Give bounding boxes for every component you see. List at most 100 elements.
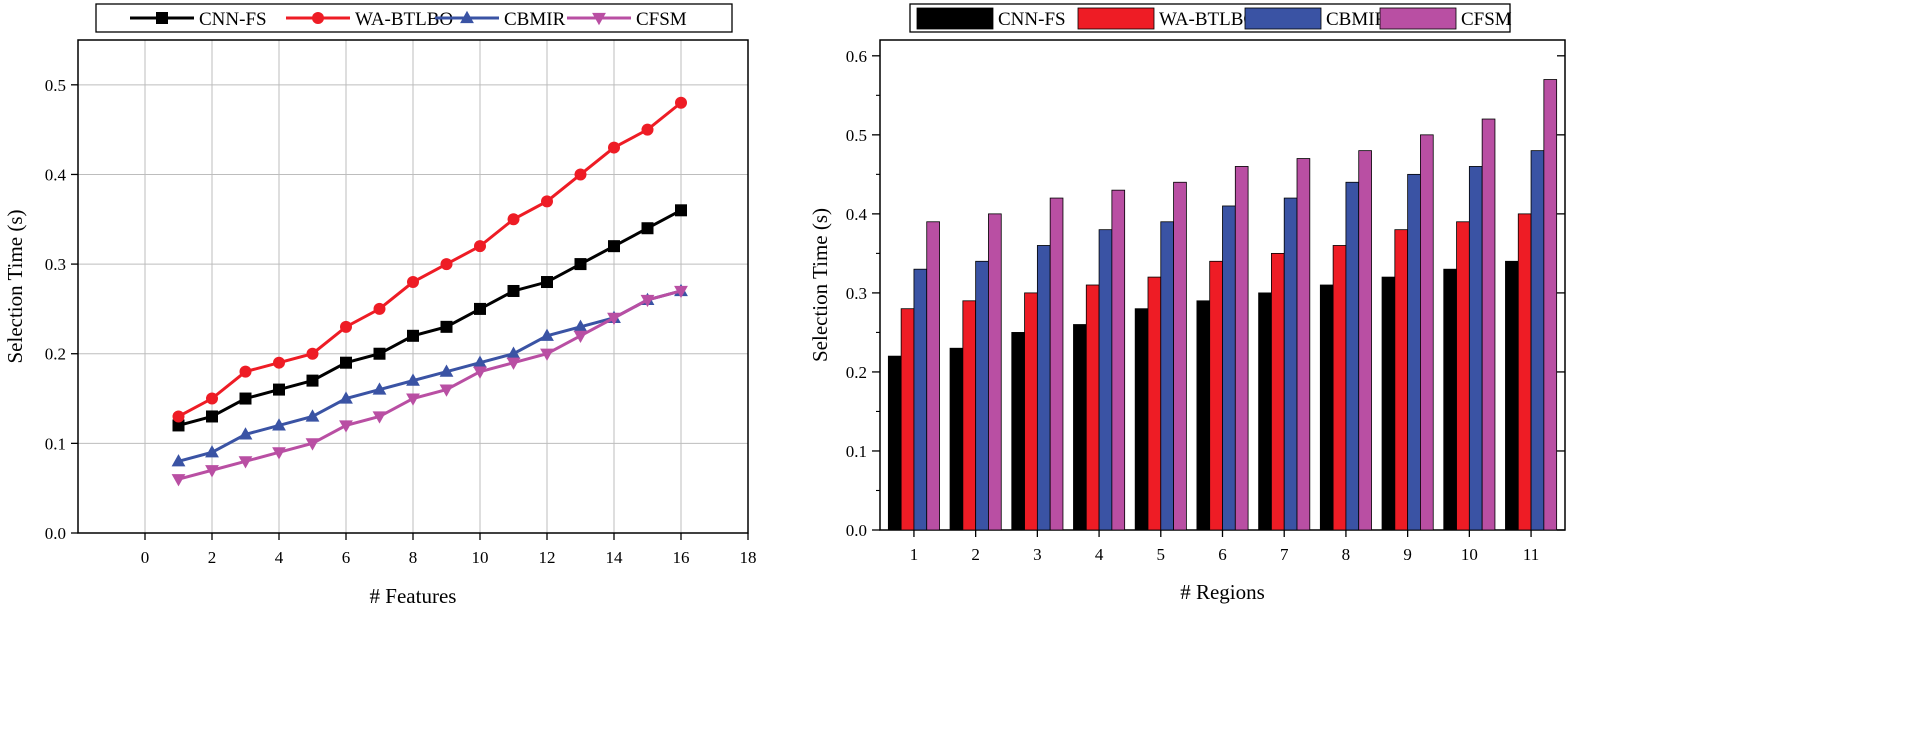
bar-cbmir	[975, 260, 989, 531]
legend: CNN-FS WA-BTLBO CBMIR CFSM	[909, 3, 1512, 33]
series-line	[178, 289, 682, 463]
bar-wa-btlbo	[1209, 260, 1223, 531]
bar-cfsm	[1543, 79, 1558, 531]
bar-cnn-fs	[1258, 292, 1272, 531]
bar-wa-btlbo	[1456, 221, 1470, 531]
bar-group	[1196, 166, 1249, 531]
bar-chart-regions: 0.0 0.1 0.2 0.3 0.4 0.5 0.6 1 2 3 4 5 6 7 8 9 10 11 # Regi…	[808, 3, 1566, 604]
legend-label: CBMIR	[1326, 9, 1388, 30]
x-axis-title: # Features	[370, 584, 457, 608]
data-point	[306, 347, 319, 360]
data-point	[573, 319, 588, 332]
x-tick-label: 3	[1033, 545, 1042, 564]
legend-item: CBMIR	[1244, 7, 1388, 30]
y-tick-label: 0.1	[45, 434, 66, 453]
y-axis-title: Selection Time (s)	[808, 208, 832, 362]
bar-cfsm	[1358, 150, 1372, 531]
legend-item: WA-BTLBO	[286, 9, 453, 30]
data-point	[608, 141, 620, 154]
data-point	[440, 258, 453, 271]
bar-cbmir	[1530, 150, 1545, 531]
bar-wa-btlbo	[1024, 292, 1038, 531]
data-point	[206, 410, 218, 423]
data-point	[541, 276, 553, 289]
data-point	[272, 447, 286, 460]
data-point	[607, 312, 621, 326]
x-tick-label: 2	[208, 548, 217, 567]
y-tick-label: 0.4	[846, 205, 868, 224]
data-point	[541, 195, 553, 208]
data-point	[674, 285, 688, 299]
bar-group	[1319, 150, 1372, 531]
data-point	[608, 240, 620, 253]
series-cfsm	[171, 285, 688, 487]
legend-swatch	[916, 7, 994, 30]
bar-cbmir	[1160, 221, 1174, 531]
data-point	[273, 383, 285, 396]
data-point	[372, 411, 387, 424]
legend-item: CFSM	[567, 9, 687, 30]
data-point	[273, 356, 285, 369]
y-tick-label: 0.6	[846, 47, 867, 66]
bar-cbmir	[913, 268, 928, 531]
legend-item: CBMIR	[435, 9, 566, 30]
data-point	[406, 373, 420, 386]
bar-cfsm	[926, 221, 940, 531]
bar-cnn-fs	[1319, 284, 1334, 531]
x-tick-label: 16	[673, 548, 690, 567]
legend-marker	[592, 12, 606, 26]
line-chart-features: 0 2 4 6 8 10 12 14 16 18 0.0 0.1 0.2 0.3 0.4 0.5 # Featu…	[3, 3, 757, 608]
series-line	[177, 101, 682, 418]
data-point	[574, 168, 587, 181]
data-point	[506, 346, 521, 359]
bar-wa-btlbo	[1147, 276, 1162, 531]
x-tick-label: 11	[1523, 545, 1539, 564]
data-point	[675, 96, 687, 109]
data-point	[407, 329, 419, 342]
bar-cbmir	[1036, 245, 1051, 531]
x-tick-label: 5	[1157, 545, 1166, 564]
bar-cnn-fs	[1443, 268, 1457, 531]
bar-group	[1443, 118, 1496, 531]
data-point	[439, 364, 454, 377]
data-point	[540, 348, 554, 361]
bar-wa-btlbo	[1085, 284, 1100, 531]
data-point	[406, 393, 420, 406]
bar-cnn-fs	[1196, 300, 1211, 531]
legend: CNN-FS WA-BTLBO CBMIR CFSM	[95, 3, 733, 33]
bar-cnn-fs	[1381, 276, 1396, 531]
data-point	[540, 328, 554, 341]
data-point	[171, 454, 186, 467]
series-line	[178, 208, 682, 427]
x-tick-label: 12	[539, 548, 556, 567]
legend-label: CFSM	[1461, 9, 1512, 30]
legend-label: CBMIR	[504, 9, 566, 30]
data-point	[239, 365, 252, 378]
data-point	[474, 240, 486, 253]
y-tick-label: 0.0	[45, 524, 66, 543]
bar-cbmir	[1345, 181, 1360, 531]
bar-cfsm	[1234, 166, 1249, 531]
x-tick-label: 2	[971, 545, 980, 564]
data-point	[205, 465, 219, 478]
bar-cnn-fs	[1073, 324, 1087, 531]
bar-group	[949, 213, 1002, 531]
bar-group	[1381, 134, 1434, 531]
bar-cfsm	[1481, 118, 1496, 531]
data-point	[305, 438, 320, 451]
legend-label: WA-BTLBO	[1159, 9, 1257, 30]
legend-swatch	[1244, 7, 1322, 30]
bar-cnn-fs	[1505, 260, 1519, 531]
bar-cfsm	[1049, 197, 1064, 531]
y-tick-label: 0.2	[45, 345, 66, 364]
series-cnn-fs	[172, 204, 687, 432]
y-tick-label: 0.5	[45, 76, 66, 95]
legend-label: CFSM	[636, 9, 687, 30]
x-tick-label: 6	[342, 548, 351, 567]
data-point	[373, 302, 386, 315]
x-axis-title: # Regions	[1180, 580, 1265, 604]
data-point	[206, 392, 218, 405]
legend-marker	[156, 12, 168, 24]
bar-cfsm	[988, 213, 1002, 531]
